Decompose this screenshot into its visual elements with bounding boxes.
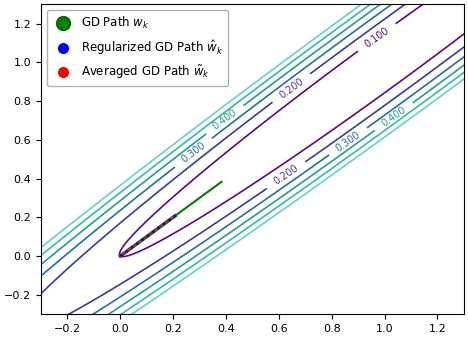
Text: 0.200: 0.200 xyxy=(272,163,300,187)
Text: 0.200: 0.200 xyxy=(277,76,305,100)
Text: 0.300: 0.300 xyxy=(334,129,362,153)
Text: 0.300: 0.300 xyxy=(179,140,207,165)
Text: 0.100: 0.100 xyxy=(363,25,391,49)
Text: 0.400: 0.400 xyxy=(380,104,408,129)
Text: 0.400: 0.400 xyxy=(211,107,239,132)
Legend: GD Path $w_k$, Regularized GD Path $\hat{w}_k$, Averaged GD Path $\tilde{w}_k$: GD Path $w_k$, Regularized GD Path $\hat… xyxy=(47,10,228,86)
